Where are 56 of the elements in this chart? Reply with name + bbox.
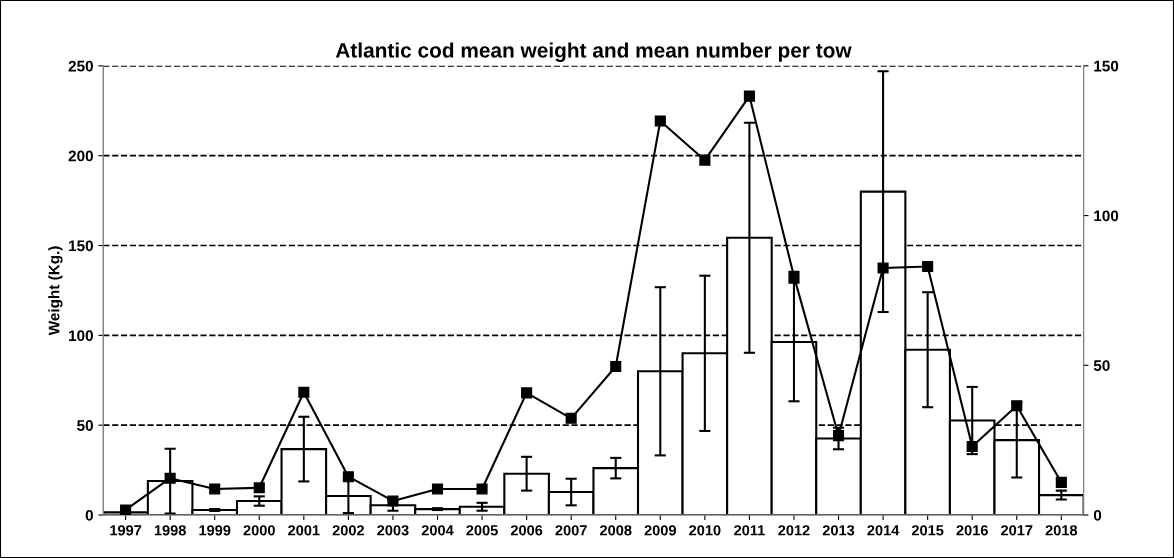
point [476, 483, 488, 495]
y-tick-label: 200 [68, 150, 93, 162]
point [832, 430, 845, 442]
x-tick-label: 2002 [332, 525, 365, 536]
point [922, 260, 934, 273]
point [743, 90, 755, 102]
y-axis-title: Weight (Kg.) [48, 246, 63, 336]
x-tick-label: 2005 [466, 525, 498, 536]
point [298, 386, 310, 398]
point [877, 262, 889, 274]
y2-tick-label: 0 [1093, 509, 1102, 521]
x-tick-label: 2007 [555, 525, 587, 536]
point [431, 483, 444, 495]
y2-tick-label: 150 [1094, 60, 1119, 72]
point [788, 270, 800, 282]
x-tick-label: 2014 [867, 525, 900, 536]
y-tick-label: 0 [85, 509, 93, 521]
point [565, 412, 577, 424]
x-tick-label: 2011 [734, 525, 765, 536]
x-tick-label: 2008 [600, 525, 632, 536]
x-tick-label: 1999 [199, 525, 231, 536]
point [699, 154, 711, 166]
x-tick-label: 2010 [689, 525, 721, 536]
x-tick-label: 2003 [377, 525, 409, 536]
y2-tick-label: 50 [1093, 360, 1110, 371]
y-tick-label: 250 [68, 60, 93, 72]
point [342, 471, 354, 483]
x-tick-label: 2004 [421, 525, 454, 536]
point [164, 472, 176, 484]
point [1011, 400, 1023, 412]
point [654, 115, 666, 127]
x-tick-label: 2017 [1001, 525, 1033, 536]
x-tick-label: 2016 [956, 525, 988, 536]
point [966, 440, 978, 453]
x-tick-label: 2015 [911, 525, 944, 536]
x-tick-label: 2001 [288, 525, 320, 536]
y-tick-label: 100 [69, 330, 93, 342]
x-tick-label: 2013 [822, 525, 855, 536]
chart-title: Atlantic cod mean weight and mean number per tow [335, 42, 852, 62]
x-tick-label: 1998 [154, 525, 186, 536]
point [209, 483, 221, 495]
y2-tick-label: 100 [1094, 210, 1119, 222]
y-tick-label: 50 [77, 420, 93, 431]
x-tick-label: 2006 [510, 525, 543, 536]
point [120, 504, 132, 516]
point [610, 360, 622, 373]
x-tick-label: 2009 [644, 525, 676, 536]
x-tick-label: 1997 [110, 525, 142, 536]
y-tick-label: 150 [69, 240, 93, 252]
point [253, 482, 265, 494]
x-tick-label: 2018 [1045, 525, 1078, 536]
x-tick-label: 2012 [778, 525, 810, 536]
point [1055, 476, 1067, 488]
x-tick-label: 2000 [243, 525, 275, 536]
point [387, 495, 399, 507]
point [521, 387, 533, 399]
